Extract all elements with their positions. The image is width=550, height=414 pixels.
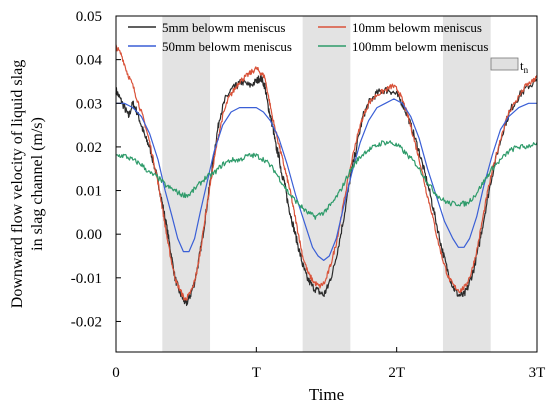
legend-label-1: 5mm belowm meniscus: [162, 20, 286, 35]
plot-frame: [115, 15, 538, 353]
series-line-4: [115, 140, 538, 220]
shaded-band-label-sub: n: [524, 65, 529, 75]
shaded-band-swatch: [490, 57, 519, 71]
y-tick-label: -0.02: [71, 314, 102, 330]
legend-label-3: 50mm belowm meniscus: [162, 39, 292, 54]
y-axis-label-line2: in slag channel (m/s): [29, 117, 46, 251]
y-tick-label: -0.01: [71, 271, 102, 287]
series-line-2: [115, 44, 538, 301]
shaded-band-label: tn: [520, 58, 529, 75]
x-axis: 0 T 2T 3T: [112, 347, 545, 381]
legend: 5mm belowm meniscus 10mm belowm meniscus 5…: [128, 20, 489, 54]
series-line-3: [116, 98, 537, 261]
y-tick-label: 0.01: [76, 184, 102, 200]
x-tick-label: T: [252, 365, 261, 381]
y-axis-label-line1: Downward flow velocity of liquid slag: [9, 60, 26, 308]
x-tick-label: 2T: [388, 365, 405, 381]
x-axis-label: Time: [309, 385, 344, 404]
legend-label-2: 10mm belowm meniscus: [352, 20, 482, 35]
shaded-band-1: [162, 16, 211, 352]
y-axis: -0.02 -0.01 0.00 0.01 0.02 0.03 0.04 0.05: [71, 9, 121, 330]
y-tick-label: 0.05: [76, 9, 102, 25]
y-tick-label: 0.04: [76, 53, 103, 69]
shaded-band-legend: tn: [490, 57, 529, 75]
y-tick-label: 0.00: [76, 227, 102, 243]
shaded-band-3: [442, 16, 491, 352]
y-tick-label: 0.02: [76, 140, 102, 156]
series-line-1: [115, 74, 538, 307]
shaded-band-label-main: t: [520, 58, 524, 73]
series-lines: [115, 44, 538, 307]
legend-label-4: 100mm belowm meniscus: [352, 39, 489, 54]
x-tick-label: 0: [112, 365, 120, 381]
y-axis-label: Downward flow velocity of liquid slag in…: [9, 60, 46, 308]
x-tick-label: 3T: [529, 365, 546, 381]
y-tick-label: 0.03: [76, 96, 102, 112]
shaded-bands: [162, 16, 491, 352]
